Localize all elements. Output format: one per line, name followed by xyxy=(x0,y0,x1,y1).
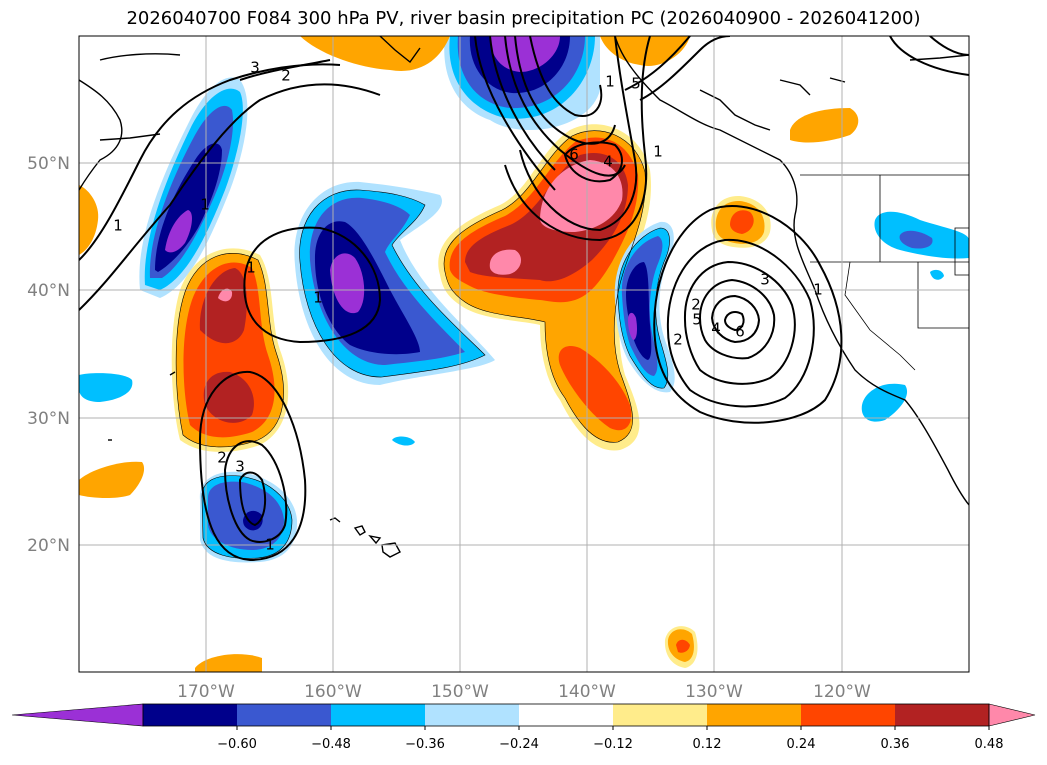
pv-contours xyxy=(79,36,969,562)
lon-label: 150°W xyxy=(431,682,489,702)
colorbar-tick-label: 0.12 xyxy=(693,737,722,752)
political-borders xyxy=(800,174,969,371)
colorbar-tick-label: 0.24 xyxy=(787,737,816,752)
contour-label: 6 xyxy=(735,323,745,341)
colorbar-tick-label: 0.36 xyxy=(881,737,910,752)
latitude-labels: 50°N 40°N 30°N 20°N xyxy=(27,154,70,556)
lat-label: 50°N xyxy=(27,154,70,174)
contour-label: 4 xyxy=(711,320,721,338)
contour-label: 4 xyxy=(603,153,613,171)
colorbar-tick-label: −0.36 xyxy=(405,737,445,752)
lat-label: 20°N xyxy=(27,536,70,556)
map-frame xyxy=(78,35,970,673)
lat-label: 40°N xyxy=(27,281,70,301)
coastlines xyxy=(79,36,969,558)
contour-label: 1 xyxy=(605,73,615,91)
positive-anomaly-british-columbia xyxy=(790,108,859,143)
lon-label: 120°W xyxy=(813,682,871,702)
contour-label: 2 xyxy=(673,331,683,349)
negative-anomaly-intermountain xyxy=(861,211,969,422)
map-title: 2026040700 F084 300 hPa PV, river basin … xyxy=(126,8,921,29)
colorbar-tick-label: −0.48 xyxy=(311,737,351,752)
colorbar-segment xyxy=(707,704,802,726)
contour-label: 1 xyxy=(113,217,123,235)
lat-label: 30°N xyxy=(27,409,70,429)
colorbar-outline xyxy=(142,703,990,727)
colorbar-tick-label: −0.24 xyxy=(499,737,539,752)
longitude-labels: 170°W 160°W 150°W 140°W 130°W 120°W xyxy=(177,682,871,702)
contour-label: 1 xyxy=(265,536,275,554)
colorbar-segment xyxy=(519,704,614,726)
anomaly-outlines xyxy=(175,130,670,559)
contour-label: 1 xyxy=(653,143,663,161)
contour-label: 6 xyxy=(569,146,579,164)
colorbar-segment xyxy=(895,704,990,726)
lon-label: 140°W xyxy=(558,682,616,702)
contour-label: 1 xyxy=(200,196,210,214)
positive-anomaly-northeast-pacific xyxy=(438,124,651,451)
positive-anomaly-bering xyxy=(300,36,690,71)
colorbar-segment xyxy=(801,704,896,726)
colorbar-segment xyxy=(331,704,426,726)
contour-label: 5 xyxy=(692,311,702,329)
positive-anomaly-dateline xyxy=(171,248,289,452)
negative-anomaly-central xyxy=(294,181,495,385)
colorbar-tick-label: −0.12 xyxy=(593,737,633,752)
contour-label: 3 xyxy=(250,59,260,77)
contour-label: 1 xyxy=(246,259,256,277)
graticule xyxy=(79,36,969,672)
colorbar-segment xyxy=(237,704,332,726)
contour-label: 1 xyxy=(813,281,823,299)
lon-label: 130°W xyxy=(685,682,743,702)
lon-label: 160°W xyxy=(304,682,362,702)
colorbar-tick-label: −0.60 xyxy=(217,737,257,752)
colorbar-segment xyxy=(143,704,238,726)
colorbar: −0.60 −0.48 −0.36 −0.24 −0.12 0.12 0.24 0.36 0.4… xyxy=(11,703,1036,752)
colorbar-tick-label: 0.48 xyxy=(975,737,1004,752)
positive-anomaly-southwest-edge xyxy=(79,461,145,499)
contour-label: 1 xyxy=(313,289,323,307)
positive-anomaly-south xyxy=(195,626,698,672)
contour-label: 3 xyxy=(760,271,770,289)
colorbar-segment xyxy=(613,704,708,726)
colorbar-segment xyxy=(425,704,520,726)
lon-label: 170°W xyxy=(177,682,235,702)
contour-label: 3 xyxy=(235,458,245,476)
negative-anomaly-west-edge xyxy=(79,373,133,402)
positive-anomaly-west-edge xyxy=(79,185,99,255)
pv-contour-labels: 3 2 1 1 1 1 1 5 6 4 1 2 3 6 2 4 5 1 3 2 … xyxy=(113,59,823,554)
negative-anomaly-small xyxy=(392,436,415,446)
contour-label: 5 xyxy=(631,75,641,93)
contour-label: 2 xyxy=(691,296,701,314)
colorbar-extend-max xyxy=(988,703,1036,727)
contour-label: 2 xyxy=(217,449,227,467)
contour-label: 2 xyxy=(281,67,291,85)
colorbar-extend-min xyxy=(11,703,144,727)
